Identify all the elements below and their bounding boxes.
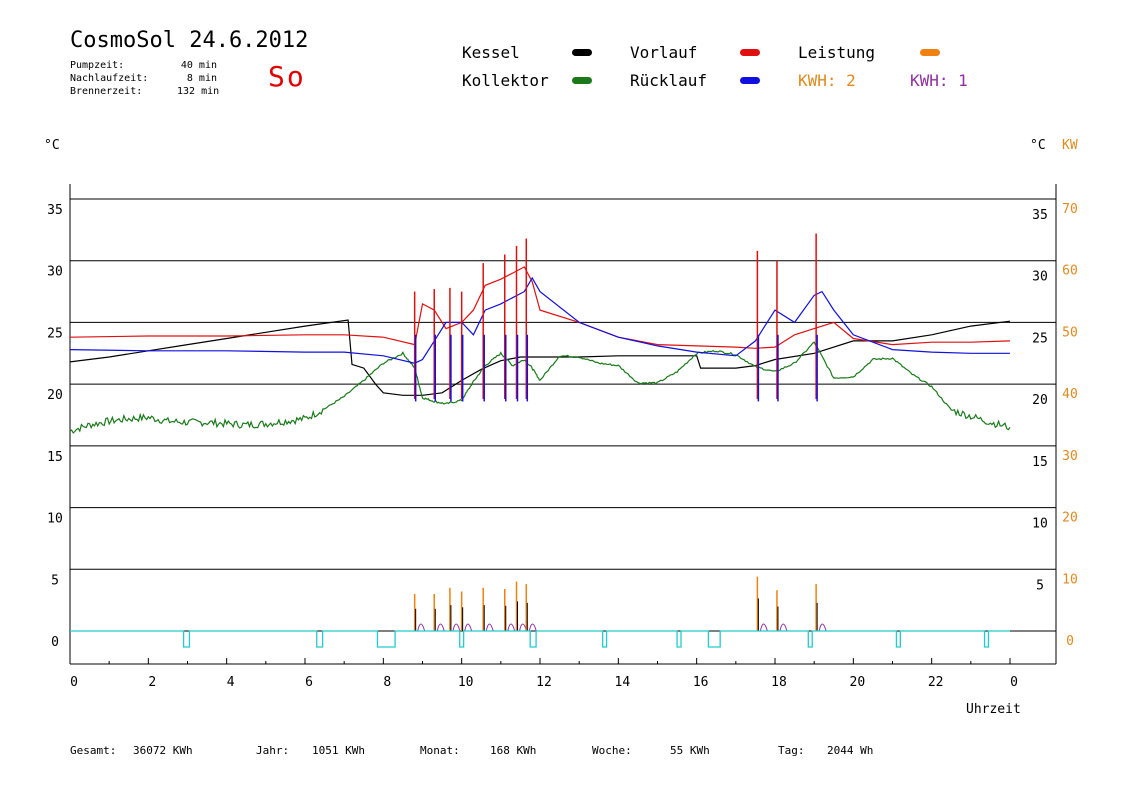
footer-jahr-value: 1051 KWh — [312, 744, 365, 757]
x-tick-label-4: 8 — [383, 675, 391, 690]
x-tick-label-11: 22 — [928, 675, 944, 690]
legend-kollektor-label: Kollektor — [462, 71, 549, 90]
tick-labels: 0 2 4 6 8 10 12 14 16 18 20 22 0 0 5 10 15 20 25 30 35 5 10 15 2… — [47, 202, 1078, 690]
right-axis-unit: °C — [1030, 138, 1046, 153]
footer-woche-value: 55 KWh — [670, 744, 710, 757]
footer-gesamt-value: 36072 KWh — [133, 744, 193, 757]
y-left-label-20: 20 — [47, 388, 63, 403]
x-tick-label-9: 18 — [771, 675, 787, 690]
kwh-bump-2 — [452, 623, 461, 632]
y-right-label-5: 5 — [1036, 578, 1044, 593]
y-left-label-0: 0 — [51, 635, 59, 650]
legend-kwh-a: KWH: 2 — [798, 71, 856, 90]
legend-leistung-swatch — [920, 49, 940, 56]
weekday-label: So — [268, 60, 306, 93]
chart-title: CosmoSol 24.6.2012 — [70, 28, 309, 53]
y2-label-40: 40 — [1062, 387, 1078, 402]
y-left-label-35: 35 — [47, 203, 63, 218]
y2-label-60: 60 — [1062, 264, 1078, 279]
grid-lines — [70, 198, 1056, 632]
pump-status-line — [70, 630, 1010, 648]
y-left-label-15: 15 — [47, 450, 63, 465]
y2-label-0: 0 — [1066, 634, 1074, 649]
left-axis-unit: °C — [44, 138, 60, 153]
y-left-label-25: 25 — [47, 326, 63, 341]
legend-vorlauf-label: Vorlauf — [630, 43, 698, 62]
right2-axis-unit: KW — [1062, 138, 1078, 153]
footer-jahr-label: Jahr: — [256, 744, 290, 757]
series-line-vorlauf — [69, 266, 1011, 349]
y-right-label-25: 25 — [1032, 331, 1048, 346]
y-right-label-35: 35 — [1032, 208, 1048, 223]
kwh-bump-5 — [507, 623, 516, 632]
series-line-kollektor — [69, 341, 1011, 434]
footer-monat-value: 168 KWh — [490, 744, 537, 757]
y-right-label-10: 10 — [1032, 517, 1048, 532]
legend-ruecklauf-swatch — [740, 77, 760, 84]
legend-kollektor-swatch — [572, 77, 592, 84]
y-left-label-5: 5 — [51, 573, 59, 588]
brennerzeit-label: Brennerzeit: — [70, 86, 143, 97]
x-tick-label-7: 14 — [615, 675, 631, 690]
footer-tag-value: 2044 Wh — [827, 744, 874, 757]
x-tick-label-6: 12 — [536, 675, 552, 690]
kwh-bump-4 — [485, 623, 494, 632]
footer-gesamt-label: Gesamt: — [70, 744, 117, 757]
footer-monat-label: Monat: — [420, 744, 460, 757]
kwh-bump-0 — [417, 623, 426, 632]
y2-label-20: 20 — [1062, 511, 1078, 526]
x-tick-label-12: 0 — [1010, 675, 1018, 690]
footer-woche-label: Woche: — [592, 744, 632, 757]
pumpzeit-value: 40 min — [180, 60, 217, 71]
series-line-ruecklauf — [69, 276, 1010, 364]
kwh-bump-3 — [464, 623, 473, 632]
y-right-label-30: 30 — [1032, 270, 1048, 285]
nachlaufzeit-value: 8 min — [186, 73, 217, 84]
legend-leistung-label: Leistung — [798, 43, 876, 62]
y2-label-70: 70 — [1062, 202, 1078, 217]
y2-label-30: 30 — [1062, 449, 1078, 464]
y-left-label-10: 10 — [47, 512, 63, 527]
y-right-label-20: 20 — [1032, 393, 1048, 408]
x-tick-label-1: 2 — [148, 675, 156, 690]
legend-kwh-b: KWH: 1 — [910, 71, 968, 90]
x-tick-label-2: 4 — [227, 675, 235, 690]
axes — [69, 184, 1057, 665]
kwh-bump-10 — [818, 623, 827, 632]
kwh-bump-8 — [759, 623, 768, 632]
x-tick-label-5: 10 — [458, 675, 474, 690]
x-tick-label-3: 6 — [305, 675, 313, 690]
series-line-kessel — [69, 319, 1011, 396]
x-tick-label-8: 16 — [693, 675, 709, 690]
kwh-bump-6 — [519, 623, 527, 632]
legend-kessel-swatch — [572, 49, 592, 56]
x-tick-label-10: 20 — [850, 675, 866, 690]
kwh-bump-9 — [779, 623, 788, 632]
footer-tag-label: Tag: — [778, 744, 805, 757]
kwh-bump-7 — [528, 623, 537, 632]
y2-label-10: 10 — [1062, 572, 1078, 587]
nachlaufzeit-label: Nachlaufzeit: — [70, 73, 149, 84]
x-axis-label: Uhrzeit — [966, 702, 1021, 717]
series-lines — [69, 233, 1011, 648]
x-tick-label-0: 0 — [70, 675, 78, 690]
y-left-label-30: 30 — [47, 265, 63, 280]
brennerzeit-value: 132 min — [177, 86, 220, 97]
pumpzeit-label: Pumpzeit: — [70, 60, 125, 71]
kwh-bump-1 — [436, 623, 445, 632]
legend-vorlauf-swatch — [740, 49, 760, 56]
legend-ruecklauf-label: Rücklauf — [630, 71, 708, 90]
legend-kessel-label: Kessel — [462, 43, 520, 62]
y2-label-50: 50 — [1062, 325, 1078, 340]
y-right-label-15: 15 — [1032, 455, 1048, 470]
